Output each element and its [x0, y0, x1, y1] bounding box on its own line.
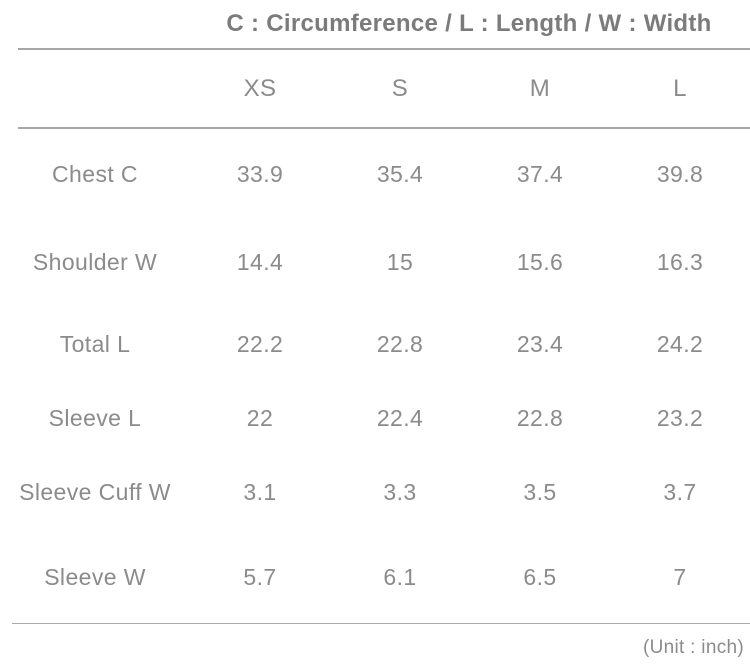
measurement-value: 22.4: [376, 404, 424, 431]
measurement-value: 39.8: [656, 160, 704, 187]
measurement-value: 6.5: [523, 563, 557, 590]
measurement-value: 6.1: [383, 563, 417, 590]
row-label: Sleeve W: [44, 563, 146, 590]
divider-header: [18, 127, 750, 129]
footer-row: (Unit : inch): [0, 624, 750, 672]
measurement-value: 15.6: [516, 248, 564, 275]
measurement-value: 3.3: [383, 478, 417, 505]
table-row-total-l: Total L 22.2 22.8 23.4 24.2: [0, 305, 750, 383]
table-row-sleeve-cuff-w: Sleeve Cuff W 3.1 3.3 3.5 3.7: [0, 453, 750, 531]
measurement-value: 14.4: [236, 248, 284, 275]
table-row-chest-c: Chest C 33.9 35.4 37.4 39.8: [0, 129, 750, 219]
column-header-m: M: [529, 74, 551, 102]
row-label: Chest C: [52, 160, 138, 187]
measurement-value: 3.7: [663, 478, 697, 505]
measurement-value: 5.7: [243, 563, 277, 590]
measurement-value: 35.4: [376, 160, 424, 187]
measurement-value: 22.8: [516, 404, 564, 431]
measurement-value: 23.4: [516, 330, 564, 357]
measurement-value: 3.5: [523, 478, 557, 505]
measurement-value: 7: [673, 563, 687, 590]
measurement-value: 22.2: [236, 330, 284, 357]
chart-title: C : Circumference / L : Length / W : Wid…: [226, 10, 712, 37]
measurement-value: 24.2: [656, 330, 704, 357]
measurement-value: 22.8: [376, 330, 424, 357]
divider-top: [18, 48, 750, 50]
measurement-value: 22: [246, 404, 274, 431]
table-row-shoulder-w: Shoulder W 14.4 15 15.6 16.3: [0, 219, 750, 305]
column-header-s: S: [391, 74, 409, 102]
unit-note: (Unit : inch): [642, 637, 744, 658]
row-label: Total L: [59, 330, 131, 357]
row-label: Sleeve L: [48, 404, 142, 431]
measurement-value: 15: [386, 248, 414, 275]
size-header-row: XS S M L: [0, 50, 750, 127]
measurement-value: 37.4: [516, 160, 564, 187]
measurement-value: 3.1: [243, 478, 277, 505]
row-label: Shoulder W: [32, 248, 158, 275]
column-header-xs: XS: [243, 74, 277, 102]
divider-bottom: [12, 623, 750, 624]
table-row-sleeve-w: Sleeve W 5.7 6.1 6.5 7: [0, 531, 750, 623]
measurement-value: 23.2: [656, 404, 704, 431]
row-label: Sleeve Cuff W: [19, 478, 171, 505]
table-row-sleeve-l: Sleeve L 22 22.4 22.8 23.2: [0, 383, 750, 453]
column-header-l: L: [673, 74, 687, 102]
title-row: C : Circumference / L : Length / W : Wid…: [0, 0, 750, 48]
measurement-value: 16.3: [656, 248, 704, 275]
measurement-value: 33.9: [236, 160, 284, 187]
